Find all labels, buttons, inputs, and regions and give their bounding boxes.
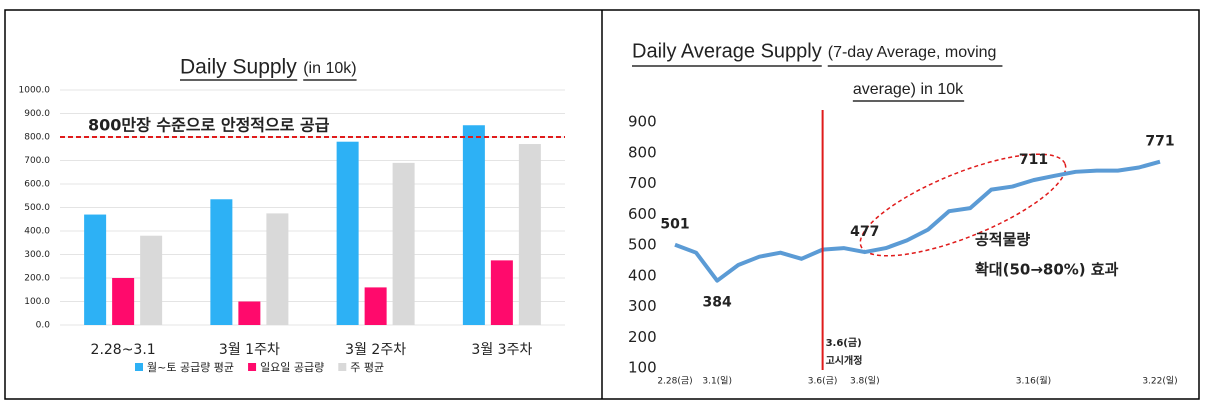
y-tick-label: 600 [628, 205, 657, 223]
chart-subtitle: (7-day Average, moving [828, 44, 997, 61]
data-label: 477 [850, 224, 879, 240]
bar [84, 214, 107, 325]
data-label: 501 [660, 217, 689, 233]
chart-subtitle-line2: average) in 10k [853, 81, 964, 98]
annotation: 확대(50→80%) 효과 [975, 261, 1119, 279]
reference-label: 고시개정 [826, 354, 863, 367]
bar [336, 141, 359, 325]
y-tick-label: 1000.0 [19, 86, 51, 96]
y-tick-label: 300.0 [24, 250, 50, 260]
bar [238, 301, 261, 325]
x-tick-label: 2.28~3.1 [91, 342, 156, 358]
bar [518, 144, 541, 325]
chart-title: Daily Average Supply [632, 40, 822, 62]
y-tick-label: 200.0 [24, 274, 50, 284]
reference-label: 3.6(금) [826, 337, 862, 349]
y-tick-label: 500.0 [24, 203, 50, 213]
x-tick-label: 3.22(일) [1142, 376, 1177, 387]
bar [112, 278, 135, 325]
y-tick-label: 100 [628, 359, 657, 377]
bar [210, 199, 233, 325]
data-label: 711 [1019, 152, 1048, 168]
bar [140, 235, 163, 325]
bar [392, 162, 415, 325]
legend-swatch [338, 363, 347, 371]
y-tick-label: 900.0 [24, 109, 50, 119]
highlight-ellipse [859, 153, 1067, 257]
y-tick-label: 200 [628, 328, 657, 346]
x-tick-label: 3.16(월) [1016, 375, 1051, 387]
y-tick-label: 500 [628, 236, 657, 254]
annotation: 공적물량 [975, 231, 1030, 249]
y-tick-label: 0.0 [36, 321, 51, 331]
bar [490, 260, 513, 325]
y-tick-label: 700.0 [24, 156, 50, 166]
y-tick-label: 800 [628, 143, 657, 161]
bar [364, 287, 387, 325]
y-tick-label: 100.0 [24, 297, 50, 307]
x-tick-label: 3.6(금) [808, 376, 838, 387]
y-tick-label: 900 [628, 113, 657, 131]
y-tick-label: 400.0 [24, 227, 50, 237]
x-tick-label: 3.8(일) [850, 376, 880, 387]
x-tick-label: 2.28(금) [657, 376, 692, 387]
x-tick-label: 3월 2주차 [345, 342, 406, 358]
data-label: 771 [1145, 134, 1174, 150]
y-tick-label: 300 [628, 297, 657, 315]
x-tick-label: 3월 1주차 [219, 342, 280, 358]
legend-label: 일요일 공급량 [260, 360, 324, 374]
x-tick-label: 3.1(일) [702, 376, 732, 387]
chart-subtitle: (in 10k) [303, 60, 356, 77]
legend-swatch [248, 363, 257, 371]
y-tick-label: 800.0 [24, 133, 50, 143]
y-tick-label: 400 [628, 266, 657, 284]
legend-swatch [135, 363, 143, 371]
y-tick-label: 600.0 [24, 180, 50, 190]
bar [462, 125, 485, 325]
legend-label: 월~토 공급량 평균 [147, 361, 234, 374]
legend-label: 주 평균 [350, 361, 384, 374]
chart-title: Daily Supply [180, 56, 297, 79]
bar [266, 213, 289, 325]
line-series [674, 159, 1161, 283]
reference-label: 800만장 수준으로 안정적으로 공급 [88, 116, 330, 135]
y-tick-label: 700 [628, 174, 657, 192]
data-label: 384 [703, 295, 732, 311]
x-tick-label: 3월 3주차 [471, 342, 532, 358]
